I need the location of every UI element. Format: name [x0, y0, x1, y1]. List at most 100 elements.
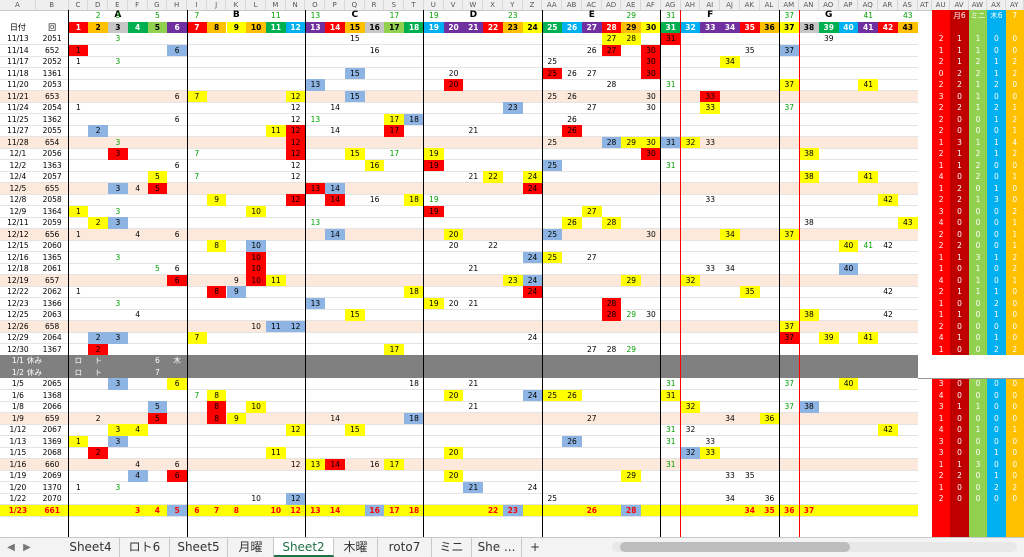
number-cell[interactable]: 10 [246, 205, 266, 217]
summary-count[interactable]: 3 [938, 206, 944, 216]
column-letter-as[interactable]: AS [898, 0, 918, 10]
row-draw-number[interactable]: 1370 [42, 482, 62, 492]
summary-count[interactable]: 2 [938, 494, 944, 503]
summary-count[interactable]: 3 [938, 402, 944, 411]
number-cell[interactable]: 3 [115, 298, 121, 308]
number-cell[interactable]: 30 [646, 229, 656, 239]
row-draw-number[interactable]: 2054 [42, 103, 62, 112]
number-cell[interactable]: 26 [586, 505, 597, 515]
number-header-5[interactable]: 5 [147, 21, 168, 33]
number-cell[interactable]: 3 [108, 378, 128, 390]
number-cell[interactable]: 27 [587, 252, 597, 262]
summary-count[interactable]: 1 [938, 252, 944, 262]
row-date[interactable]: 1/5 [11, 379, 24, 388]
number-cell[interactable]: 30 [641, 67, 661, 79]
number-cell[interactable]: 13 [305, 182, 326, 194]
summary-count[interactable]: 2 [938, 149, 944, 158]
holiday-label[interactable]: 休み [26, 367, 42, 377]
number-header-20[interactable]: 20 [443, 21, 464, 33]
summary-count[interactable]: 0 [975, 344, 981, 354]
number-cell[interactable]: 12 [290, 103, 301, 112]
row-date[interactable]: 12/5 [9, 183, 27, 193]
number-cell[interactable]: 13 [310, 114, 321, 124]
summary-count[interactable]: 2 [1012, 264, 1018, 273]
summary-count[interactable]: 3 [938, 436, 944, 446]
number-cell[interactable]: 23 [502, 102, 523, 114]
summary-count[interactable]: 0 [957, 321, 962, 331]
summary-count[interactable]: 2 [957, 68, 962, 78]
summary-count[interactable]: 0 [975, 436, 981, 446]
summary-count[interactable]: 1 [957, 57, 962, 66]
summary-count[interactable]: 0 [1012, 310, 1018, 319]
summary-count[interactable]: 0 [975, 390, 981, 400]
summary-count[interactable]: 1 [938, 482, 944, 492]
number-cell[interactable]: 16 [364, 504, 385, 516]
summary-count[interactable]: 2 [957, 80, 962, 89]
number-cell[interactable]: 4 [127, 424, 148, 436]
summary-count[interactable]: 2 [993, 103, 999, 112]
summary-count[interactable]: 0 [975, 413, 981, 423]
number-header-28[interactable]: 28 [601, 21, 622, 33]
number-cell[interactable]: 3 [108, 435, 128, 447]
number-cell[interactable]: 33 [725, 471, 735, 480]
summary-count[interactable]: 1 [975, 34, 981, 43]
number-cell[interactable]: 15 [344, 90, 365, 102]
summary-count[interactable]: 0 [957, 206, 962, 216]
summary-count[interactable]: 1 [1012, 275, 1018, 285]
number-cell[interactable]: 38 [804, 218, 814, 227]
number-cell[interactable]: 21 [468, 126, 479, 135]
summary-count[interactable]: 0 [1012, 91, 1018, 101]
summary-count[interactable]: 4 [938, 425, 944, 434]
row-date[interactable]: 11/28 [7, 137, 29, 147]
number-cell[interactable]: 4 [154, 505, 160, 515]
summary-count[interactable]: 0 [975, 494, 981, 503]
tab-scroll-left-icon[interactable]: ◀ [7, 542, 15, 553]
summary-count[interactable]: 1 [975, 402, 981, 411]
summary-count[interactable]: 0 [957, 275, 962, 285]
number-cell[interactable]: 19 [429, 195, 439, 204]
summary-count[interactable]: 2 [975, 57, 981, 66]
number-cell[interactable]: 22 [483, 171, 503, 183]
number-cell[interactable]: 12 [285, 90, 306, 102]
row-date[interactable]: 11/13 [7, 34, 29, 43]
number-cell[interactable]: 17 [384, 113, 405, 125]
number-cell[interactable]: 23 [502, 504, 523, 516]
summary-count[interactable] [950, 505, 968, 517]
summary-count[interactable]: 2 [993, 80, 999, 89]
summary-count[interactable]: 4 [938, 275, 944, 285]
number-cell[interactable]: 11 [266, 125, 286, 137]
summary-count[interactable]: 0 [1012, 448, 1018, 457]
summary-count[interactable]: 0 [957, 229, 962, 239]
number-cell[interactable]: 12 [285, 136, 306, 148]
number-cell[interactable]: 20 [443, 79, 464, 91]
number-cell[interactable]: 15 [344, 67, 365, 79]
holiday-lot[interactable]: ロ [74, 356, 83, 365]
number-header-23[interactable]: 23 [502, 21, 523, 33]
number-header-39[interactable]: 39 [818, 21, 839, 33]
row-date[interactable]: 11/17 [7, 57, 29, 66]
number-cell[interactable]: 18 [404, 113, 424, 125]
tab-scroll-right-icon[interactable]: ▶ [23, 542, 31, 553]
number-header-9[interactable]: 9 [226, 21, 247, 33]
column-letter-t[interactable]: T [404, 0, 424, 10]
number-cell[interactable]: 37 [779, 228, 800, 240]
column-letter-au[interactable]: AU [932, 0, 951, 10]
number-cell[interactable]: 40 [838, 263, 859, 275]
number-cell[interactable]: 34 [720, 228, 740, 240]
summary-count[interactable]: 2 [1012, 57, 1018, 66]
number-cell[interactable]: 33 [705, 264, 716, 273]
summary-count[interactable]: 1 [993, 448, 999, 457]
number-cell[interactable]: 10 [270, 505, 282, 515]
summary-count[interactable]: 3 [938, 448, 944, 457]
number-cell[interactable]: 39 [823, 34, 834, 43]
number-cell[interactable]: 23 [502, 274, 523, 286]
row-date[interactable]: 12/16 [7, 252, 29, 262]
summary-count[interactable]: 0 [1012, 379, 1018, 388]
summary-count[interactable]: 2 [993, 344, 999, 354]
row-date[interactable]: 12/29 [7, 333, 29, 342]
holiday-day[interactable]: 木 [173, 356, 181, 365]
column-letter-ae[interactable]: AE [621, 0, 642, 10]
number-cell[interactable]: 41 [858, 79, 879, 91]
number-cell[interactable]: 21 [468, 402, 479, 411]
number-cell[interactable]: 31 [660, 33, 681, 45]
